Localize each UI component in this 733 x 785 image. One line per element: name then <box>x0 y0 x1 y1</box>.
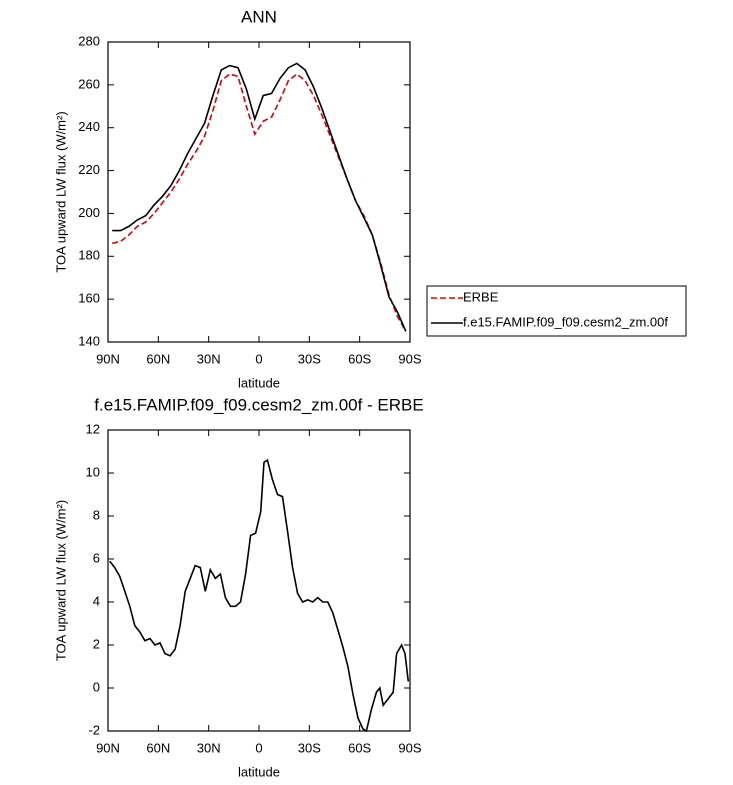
x-tick-label: 90N <box>96 740 120 755</box>
x-tick-label: 30S <box>298 740 321 755</box>
y-tick-label: 8 <box>93 507 100 522</box>
y-tick-label: 240 <box>78 119 100 134</box>
x-tick-label: 30N <box>197 740 221 755</box>
x-tick-label: 60N <box>146 351 170 366</box>
x-tick-label: 60N <box>146 740 170 755</box>
legend-label: f.e15.FAMIP.f09_f09.cesm2_zm.00f <box>463 314 668 329</box>
y-tick-label: 220 <box>78 162 100 177</box>
x-axis-label: latitude <box>238 375 280 390</box>
x-tick-label: 90S <box>398 351 421 366</box>
y-tick-label: 0 <box>93 679 100 694</box>
plot-frame <box>107 41 411 343</box>
y-tick-label: 10 <box>86 464 100 479</box>
data-line <box>112 73 407 332</box>
legend-label: ERBE <box>463 289 499 304</box>
y-tick-label: 4 <box>93 593 100 608</box>
y-tick-label: 2 <box>93 636 100 651</box>
data-line <box>112 62 407 332</box>
y-tick-label: 180 <box>78 248 100 263</box>
y-axis-label: TOA upward LW flux (W/m²) <box>53 111 68 272</box>
y-tick-label: -2 <box>88 722 100 737</box>
y-tick-label: 160 <box>78 291 100 306</box>
chart-title: ANN <box>241 7 277 26</box>
x-tick-label: 60S <box>348 351 371 366</box>
y-tick-label: 280 <box>78 33 100 48</box>
x-tick-label: 0 <box>255 740 262 755</box>
x-tick-label: 0 <box>255 351 262 366</box>
y-tick-label: 200 <box>78 205 100 220</box>
y-axis-label: TOA upward LW flux (W/m²) <box>53 500 68 661</box>
x-axis-label: latitude <box>238 764 280 779</box>
legend-box <box>426 285 687 337</box>
x-tick-label: 30S <box>298 351 321 366</box>
y-tick-label: 260 <box>78 76 100 91</box>
x-tick-label: 90S <box>398 740 421 755</box>
y-tick-label: 6 <box>93 550 100 565</box>
x-tick-label: 60S <box>348 740 371 755</box>
x-tick-label: 30N <box>197 351 221 366</box>
data-line <box>109 458 410 733</box>
y-tick-label: 12 <box>86 421 100 436</box>
x-tick-label: 90N <box>96 351 120 366</box>
plot-frame <box>107 429 411 732</box>
y-tick-label: 140 <box>78 333 100 348</box>
chart-title: f.e15.FAMIP.f09_f09.cesm2_zm.00f - ERBE <box>94 395 423 414</box>
